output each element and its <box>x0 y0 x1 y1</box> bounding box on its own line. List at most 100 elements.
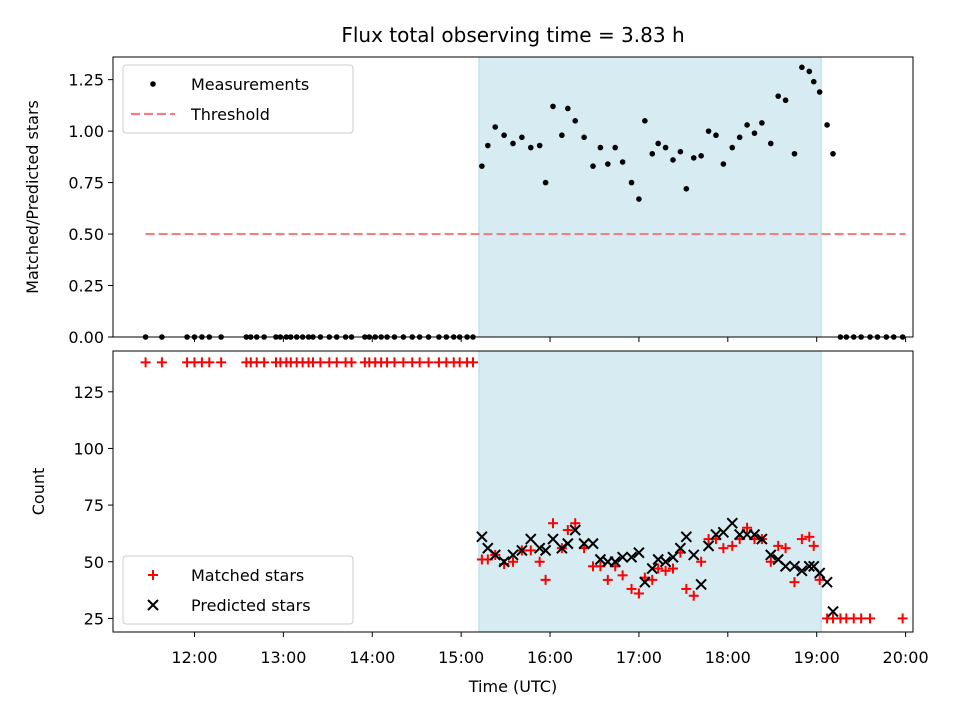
legend-handle <box>150 81 156 87</box>
matched-star-point <box>660 565 671 576</box>
legend-box <box>122 64 354 134</box>
bottom-panel: 25 50 75 100 125 12:00 13:00 14:00 15:00 16:00 17… <box>29 350 929 696</box>
measurement-point <box>751 130 758 136</box>
measurement-point <box>536 142 543 149</box>
y-tick-label: 1.00 <box>68 122 104 141</box>
measurement-point <box>720 161 727 167</box>
matched-star-point <box>389 357 400 368</box>
predicted-star-point <box>779 560 792 572</box>
predicted-star-point <box>578 537 590 550</box>
matched-star-point <box>540 574 551 585</box>
bottom-y-label: Count <box>29 468 48 516</box>
predicted-star-point <box>702 540 715 552</box>
measurement-point <box>642 118 648 124</box>
measurement-point <box>782 97 789 104</box>
x-tick-label: 17:00 <box>616 648 662 667</box>
matched-star-point <box>808 540 819 551</box>
y-tick-label: 100 <box>73 439 104 458</box>
x-tick-label: 12:00 <box>171 648 217 667</box>
measurement-point <box>799 64 805 71</box>
measurement-point <box>816 89 823 95</box>
matched-star-point <box>398 357 409 368</box>
measurement-point <box>810 78 817 85</box>
measurement-point <box>565 105 571 112</box>
predicted-star-point <box>756 533 768 545</box>
measurement-point <box>830 150 836 157</box>
matched-star-point <box>315 357 326 368</box>
matched-star-point <box>653 563 664 574</box>
predicted-star-point <box>710 528 722 541</box>
matched-star-point <box>548 518 558 529</box>
predicted-star-point <box>562 537 574 550</box>
legend-label: Measurements <box>191 75 309 94</box>
matched-star-point <box>570 518 581 529</box>
measurement-point <box>649 150 656 157</box>
matched-star-point <box>688 590 699 601</box>
matched-star-point <box>856 613 867 624</box>
legend-handle <box>148 570 158 580</box>
top-x-ticks <box>193 337 907 342</box>
measurement-point <box>542 179 549 186</box>
matched-star-point <box>804 531 815 542</box>
predicted-star-point <box>633 546 645 559</box>
measurement-point <box>590 163 596 169</box>
predicted-star-point <box>695 578 707 591</box>
predicted-star-point <box>765 549 777 561</box>
measurement-point <box>550 103 556 110</box>
predicted-star-point <box>803 560 816 572</box>
matched-star-point <box>633 588 644 599</box>
matched-star-point <box>423 357 434 368</box>
measurement-point <box>824 122 830 128</box>
measurement-point <box>729 144 736 151</box>
x-tick-label: 18:00 <box>705 648 751 667</box>
measurement-point <box>767 140 774 147</box>
predicted-star-point <box>594 553 607 566</box>
predicted-star-point <box>813 567 826 579</box>
legend-label: Predicted stars <box>191 596 311 615</box>
bottom-panel-frame <box>112 350 914 633</box>
matched-star-point <box>897 613 908 624</box>
legend-label: Matched stars <box>191 566 304 585</box>
measurement-point <box>485 142 491 149</box>
y-tick-label: 0.25 <box>68 277 104 296</box>
matched-star-point <box>617 570 628 581</box>
measurement-point <box>581 134 587 141</box>
predicted-star-point <box>674 542 687 554</box>
bottom-legend: Matched stars Predicted stars <box>122 555 354 625</box>
measurement-point <box>501 132 507 139</box>
y-tick-label: 0.75 <box>68 174 104 193</box>
x-axis: 12:00 13:00 14:00 15:00 16:00 17:00 18:00 19:00… <box>171 632 929 667</box>
matched-star-point <box>718 543 729 554</box>
y-tick-label: 25 <box>84 609 104 628</box>
predicted-star-point <box>788 560 801 572</box>
matched-star-point <box>681 583 692 594</box>
measurement-point <box>559 132 565 139</box>
bottom-panel-marks <box>140 357 908 624</box>
legend-box <box>122 555 354 625</box>
top-legend: Measurements Threshold <box>122 64 354 134</box>
measurement-point <box>775 93 781 99</box>
predicted-star-point <box>652 553 664 566</box>
predicted-star-point <box>525 533 537 545</box>
matched-star-point <box>796 534 807 545</box>
measurement-point <box>705 128 712 134</box>
measurement-point <box>636 196 642 202</box>
x-tick-label: 16:00 <box>527 648 573 667</box>
matched-star-point <box>204 357 215 368</box>
predicted-star-point <box>533 542 546 554</box>
predicted-star-point <box>516 544 528 557</box>
y-tick-label: 125 <box>73 383 104 402</box>
y-tick-label: 0.50 <box>68 225 104 244</box>
bottom-y-axis: 25 50 75 100 125 <box>73 383 113 628</box>
measurement-point <box>492 124 499 130</box>
measurement-point <box>670 157 676 163</box>
matched-star-point <box>773 540 784 551</box>
x-tick-label: 14:00 <box>349 648 395 667</box>
measurement-point <box>690 155 697 161</box>
measurement-point <box>744 122 750 128</box>
x-tick-label: 20:00 <box>883 648 929 667</box>
measurement-point <box>605 161 611 167</box>
predicted-star-point <box>569 524 581 536</box>
matched-star-point <box>525 545 536 556</box>
chart-title: Flux total observing time = 3.83 h <box>341 23 684 47</box>
